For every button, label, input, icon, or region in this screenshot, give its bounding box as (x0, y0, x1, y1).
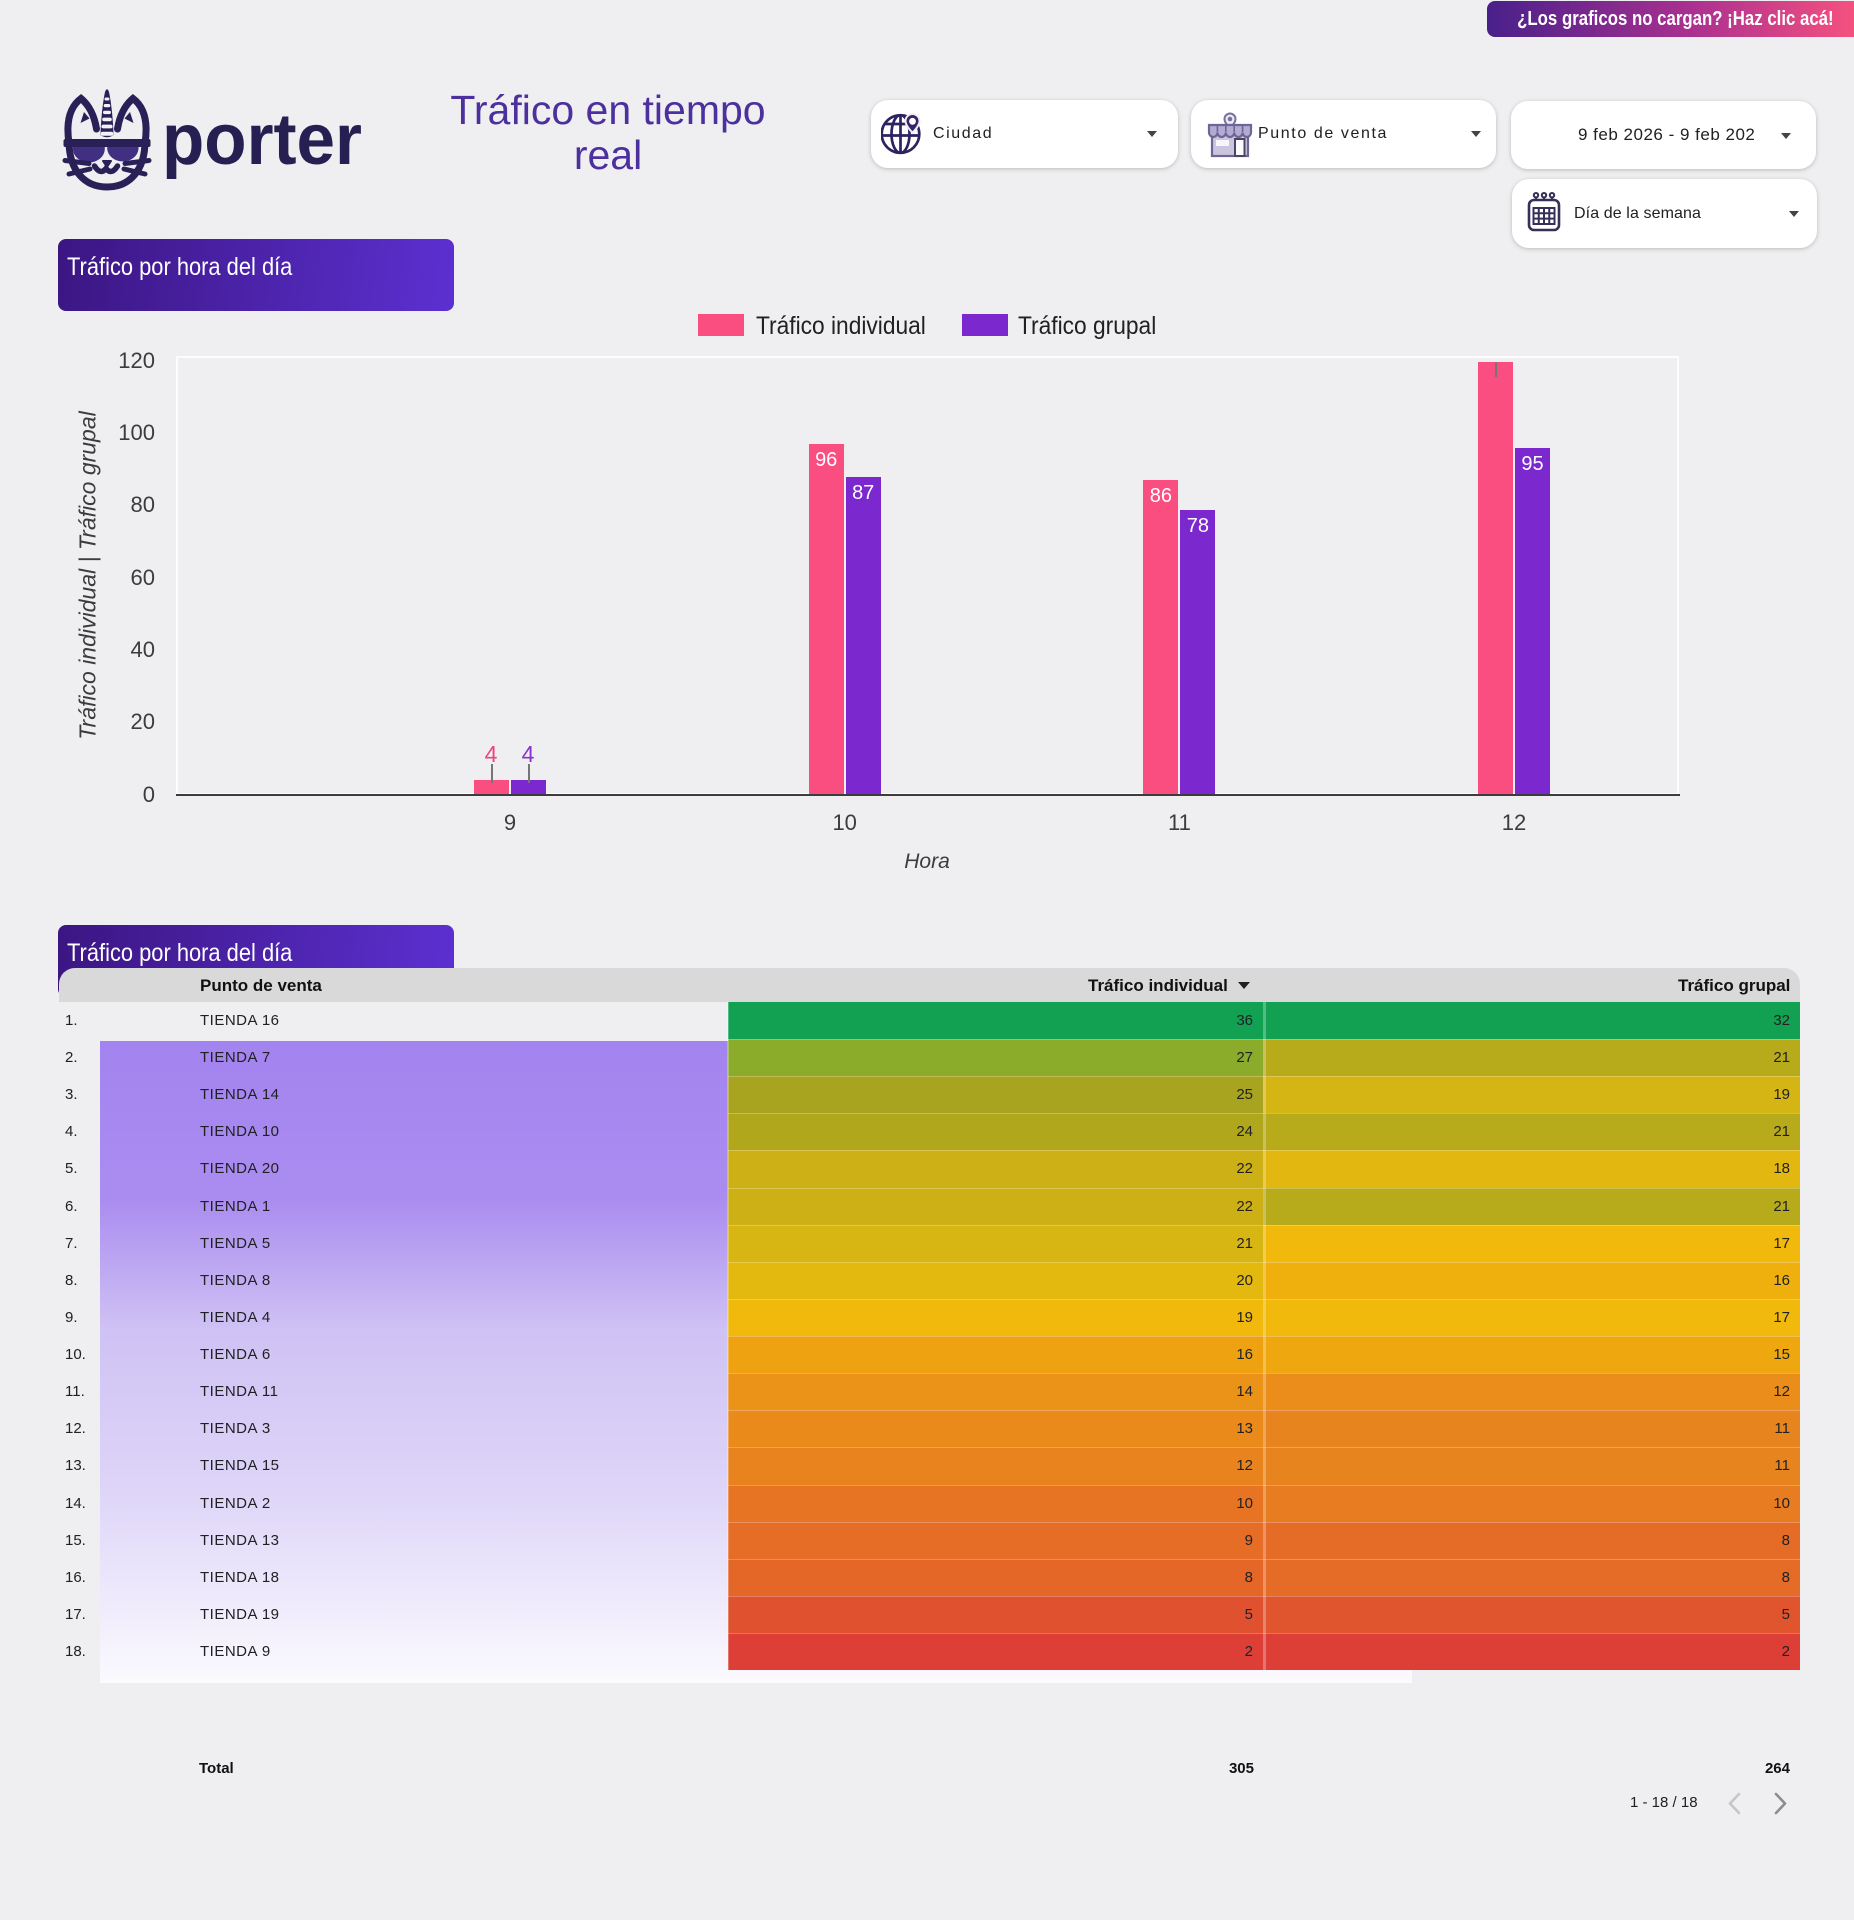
svg-text:porter: porter (162, 100, 362, 180)
